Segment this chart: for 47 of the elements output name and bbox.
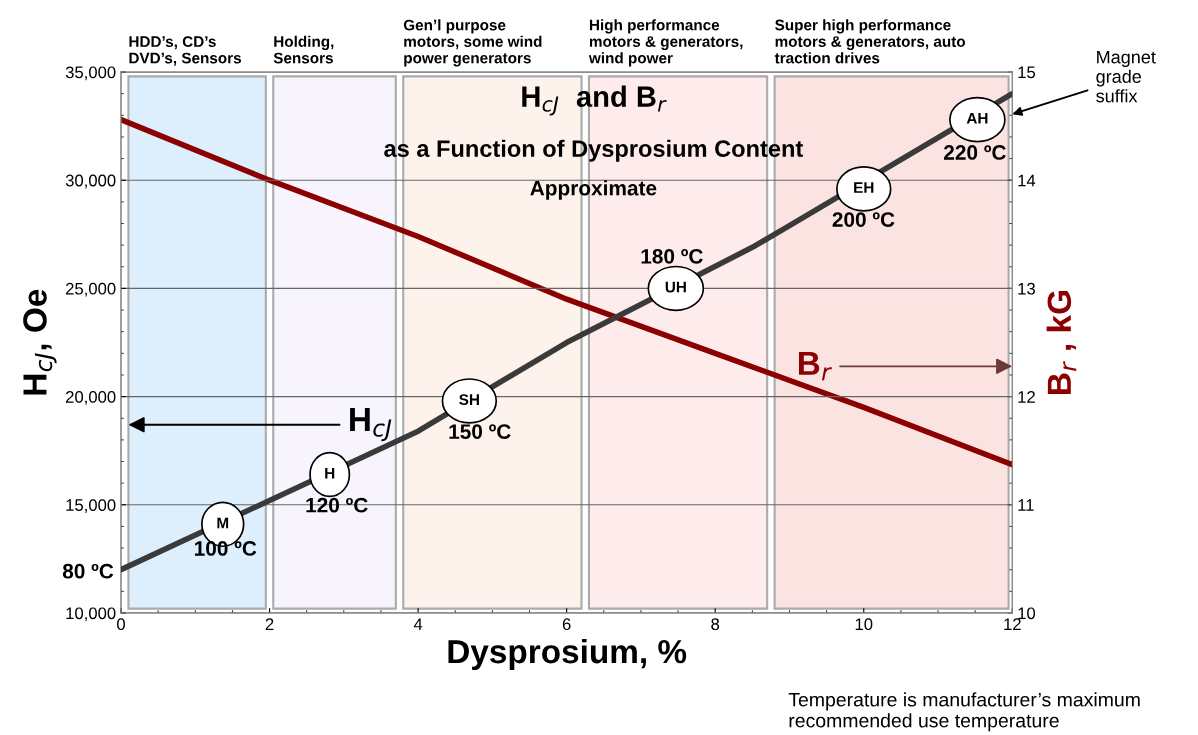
annotation: SH — [459, 394, 479, 406]
y-axis-title: H$_{cJ}$, Oe — [23, 289, 57, 395]
y2-tick-label: 11 — [1018, 499, 1034, 511]
text: 80 ºC — [62, 563, 114, 579]
y-tick-label: 15,000 — [66, 499, 116, 513]
annotation: 180 ºC — [641, 248, 703, 264]
y-tick-label: 20,000 — [66, 391, 116, 405]
annotation: B$_{r}$ — [798, 351, 832, 381]
y2-tick-label: 15 — [1018, 66, 1036, 79]
band-label: Gen’l purpose motors, some wind power generators — [403, 19, 542, 67]
annotation: H$_{cJ}$ — [350, 408, 392, 442]
band-label: Super high performance motors & generators, auto traction drives — [774, 19, 966, 64]
y-tick-label: 25,000 — [66, 282, 116, 297]
y2-tick-label: 14 — [1018, 174, 1036, 187]
x-axis-title: Dysprosium, % — [448, 638, 687, 671]
band-label: HDD’s, CD’s DVD’s, Sensors — [129, 36, 241, 66]
annotation: 200 ºC — [832, 212, 895, 227]
x-tick-label: 12 — [1004, 618, 1021, 630]
text: as a Function of Dysprosium Content — [384, 139, 804, 162]
x-tick-label: 0 — [117, 618, 125, 631]
x-tick-label: 4 — [413, 618, 423, 630]
x-tick-label: 6 — [562, 618, 571, 631]
annotation: Magnet grade suffix — [1096, 50, 1156, 103]
text: Temperature is manufacturer’s maximum recommended use temperature — [788, 692, 1140, 732]
chart-title: H$_{cJ}$ and B$_{r}$ — [522, 85, 667, 116]
annotation: 220 ºC — [944, 145, 1006, 160]
annotation: M — [217, 517, 229, 529]
annotation: H — [325, 467, 335, 479]
y2-axis-title: B$_{r}$ , kG — [1046, 291, 1077, 394]
y-tick-label: 35,000 — [65, 66, 116, 81]
band-label: Holding, Sensors — [273, 35, 334, 64]
annotation: 120 ºC — [306, 497, 368, 513]
x-tick-label: 10 — [855, 618, 873, 631]
annotation: 150 ºC — [449, 424, 511, 439]
annotation: AH — [966, 113, 988, 124]
y2-tick-label: 10 — [1018, 607, 1036, 620]
annotation: Approximate — [530, 180, 657, 200]
y-tick-label: 10,000 — [66, 607, 116, 622]
x-tick-label: 8 — [711, 618, 720, 631]
annotation: EH — [854, 182, 874, 193]
y-tick-label: 30,000 — [65, 174, 116, 189]
annotation: UH — [665, 281, 686, 293]
band-label: High performance motors & generators, wind power — [588, 19, 743, 67]
annotation: 100 ºC — [194, 541, 257, 556]
x-tick-label: 2 — [265, 618, 274, 630]
y2-tick-label: 12 — [1018, 391, 1035, 403]
y2-tick-label: 13 — [1018, 282, 1035, 295]
